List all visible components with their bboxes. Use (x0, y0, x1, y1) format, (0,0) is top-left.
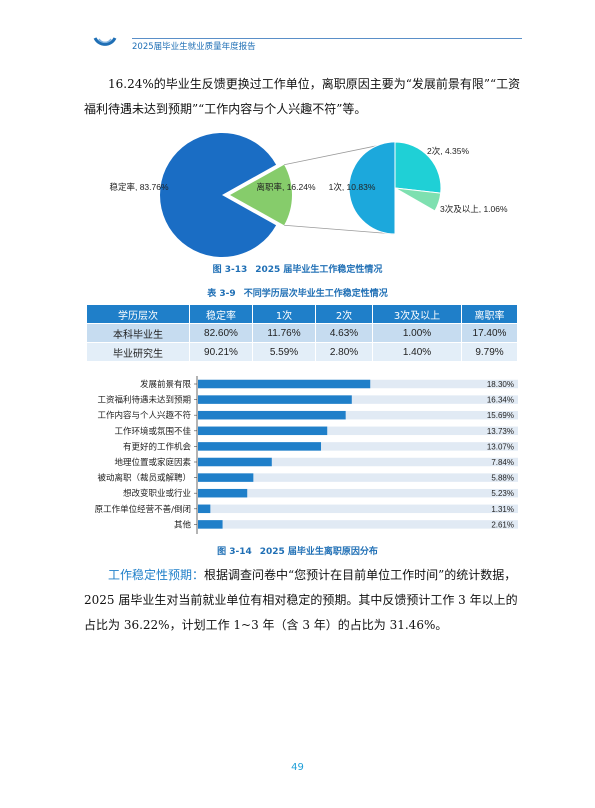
bar-category-label: 地理位置或家庭因素 (114, 457, 191, 468)
bar-track (198, 457, 518, 467)
bar (198, 379, 371, 389)
bar-track (198, 442, 518, 451)
bar-track (198, 504, 518, 514)
bar-value-label: 18.30% (487, 380, 514, 389)
stability-expectation-paragraph: 工作稳定性预期：根据调查问卷中“您预计在目前单位工作时间”的统计数据，2025 … (84, 563, 526, 638)
bar (198, 410, 346, 420)
table-cell: 1.40% (372, 342, 462, 362)
figure2-caption: 图 3-14 2025 届毕业生离职原因分布 (0, 544, 595, 557)
figure2-title: 2025 届毕业生离职原因分布 (259, 547, 378, 557)
pie-label-leave: 离职率, 16.24% (256, 182, 315, 192)
bar-category-label: 有更好的工作机会 (123, 441, 192, 452)
sub-pie-label-once: 1次, 10.83% (329, 182, 376, 192)
bar-value-label: 5.23% (491, 489, 514, 498)
bar (198, 473, 254, 482)
table-cell: 4.63% (315, 323, 373, 343)
bar-value-label: 1.31% (491, 505, 514, 514)
university-logo-icon (93, 37, 117, 46)
table-cell: 本科毕业生 (86, 323, 190, 343)
bar-track (198, 410, 518, 420)
bar-track (198, 473, 518, 482)
page-number: 49 (291, 762, 304, 773)
table-header-cell: 3次及以上 (372, 304, 462, 324)
bar-category-label: 工作环境或氛围不佳 (114, 426, 191, 437)
paragraph-lead: 工作稳定性预期： (108, 568, 205, 582)
bar (198, 395, 352, 404)
table-caption: 表 3-9 不同学历层次毕业生工作稳定性情况 (0, 286, 595, 299)
bar-category-label: 发展前景有限 (140, 379, 192, 390)
pie-connector-line (284, 224, 396, 235)
header-title: 2025届毕业生就业质量年度报告 (132, 42, 256, 52)
table-row: 毕业研究生 90.21% 5.59% 2.80% 1.40% 9.79% (86, 342, 518, 362)
table-cell: 17.40% (461, 323, 518, 343)
intro-paragraph: 16.24%的毕业生反馈更换过工作单位，离职原因主要为“发展前景有限”“工资福利… (84, 77, 521, 116)
pie-slice-stable (160, 133, 277, 257)
table-header-cell: 2次 (315, 304, 373, 324)
table-title: 不同学历层次毕业生工作稳定性情况 (243, 289, 388, 299)
bar (198, 426, 328, 436)
table-cell: 90.21% (189, 342, 253, 362)
table-cell: 毕业研究生 (86, 342, 190, 362)
table-header-cell: 稳定率 (189, 304, 253, 324)
bar-category-label: 想改变职业或行业 (123, 488, 191, 499)
sub-pie-label-thrice: 3次及以上, 1.06% (440, 204, 508, 214)
sub-pie-slice (394, 187, 442, 212)
paragraph-text: 根据调查问卷中“您预计在目前单位工作时间”的统计数据，2025 届毕业生对当前就… (84, 568, 518, 632)
bar-value-label: 13.73% (487, 427, 514, 436)
pie-slice-leave (230, 164, 292, 226)
bar (198, 504, 211, 514)
table-cell: 1.00% (372, 323, 462, 343)
bar (198, 457, 272, 467)
leaving-reasons-bar-chart: 发展前景有限 18.30% 工资福利待遇未达到预期 16.34% 工作内容与个人兴趣不符… (95, 376, 518, 534)
figure1-title: 2025 届毕业生工作稳定性情况 (255, 265, 383, 275)
sub-pie-label-twice: 2次, 4.35% (427, 146, 469, 156)
bar-track (198, 520, 518, 529)
pie-label-stable: 稳定率, 83.76% (109, 182, 168, 192)
bar (198, 442, 322, 451)
bar-category-label: 原工作单位经营不善/倒闭 (95, 504, 191, 515)
table-cell: 9.79% (461, 342, 518, 362)
bar-track (198, 426, 518, 436)
table-row: 本科毕业生 82.60% 11.76% 4.63% 1.00% 17.40% (86, 323, 518, 343)
stability-by-degree-table: 学历层次 稳定率 1次 2次 3次及以上 离职率 本科毕业生 82.60% 11… (86, 304, 518, 362)
bar-category-label: 工资福利待遇未达到预期 (97, 395, 191, 406)
bar-track (198, 488, 518, 498)
header-rule (132, 38, 522, 39)
table-header-cell: 学历层次 (86, 304, 190, 324)
bar (198, 520, 223, 529)
figure1-caption: 图 3-13 2025 届毕业生工作稳定性情况 (0, 262, 595, 275)
table-cell: 11.76% (252, 323, 316, 343)
page-header: 2025届毕业生就业质量年度报告 (92, 32, 522, 58)
bar-track (198, 395, 518, 404)
figure2-number: 图 3-14 (217, 547, 252, 557)
table-cell: 5.59% (252, 342, 316, 362)
bar-category-label: 被动离职（裁员或解聘） (97, 473, 191, 484)
sub-pie-slice (394, 141, 442, 194)
bar-value-label: 16.34% (487, 396, 514, 405)
bar-category-label: 工作内容与个人兴趣不符 (97, 410, 191, 421)
bar-value-label: 2.61% (491, 520, 514, 529)
bar-value-label: 15.69% (487, 411, 514, 420)
bar-value-label: 13.07% (487, 442, 514, 451)
figure1-number: 图 3-13 (212, 265, 248, 275)
bar-category-label: 其他 (174, 519, 192, 530)
table-cell: 82.60% (189, 323, 253, 343)
table-header-cell: 离职率 (461, 304, 518, 324)
table-header-row: 学历层次 稳定率 1次 2次 3次及以上 离职率 (86, 304, 518, 324)
bar-value-label: 7.84% (491, 458, 514, 467)
table-header-cell: 1次 (252, 304, 316, 324)
table-number: 表 3-9 (207, 289, 236, 299)
bar-value-label: 5.88% (491, 474, 514, 483)
table-cell: 2.80% (315, 342, 373, 362)
bar (198, 488, 248, 498)
stability-pie-chart: 稳定率, 83.76% 离职率, 16.24% 1次, 10.83% 2次, 4.35… (109, 133, 508, 257)
